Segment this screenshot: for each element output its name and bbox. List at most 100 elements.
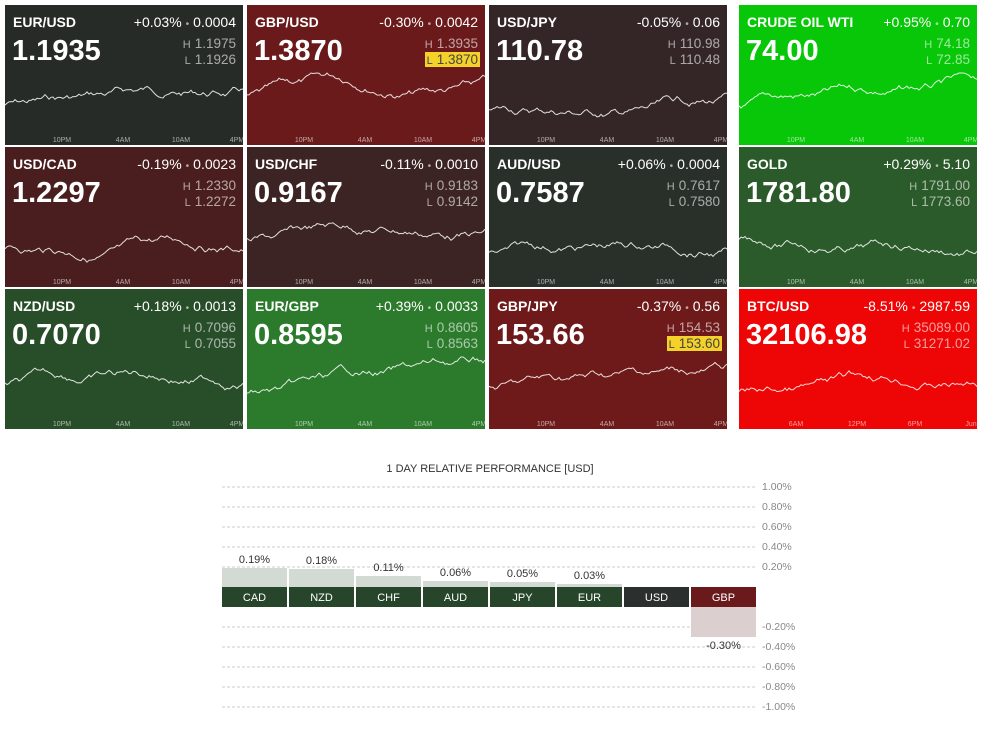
separator: •: [185, 161, 190, 172]
sparkline: [739, 235, 977, 257]
high: H 1.3935: [425, 36, 478, 51]
symbol: GBP/JPY: [497, 298, 558, 314]
change-percent: +0.06%: [617, 156, 666, 172]
change-value: 0.0010: [435, 156, 478, 172]
time-label: 4AM: [599, 279, 615, 286]
low: L 1.2272: [185, 194, 236, 209]
high-label: H: [909, 181, 918, 193]
y-tick-label: -0.60%: [762, 661, 795, 673]
high-label: H: [901, 323, 910, 335]
sparkline-area: [489, 361, 727, 390]
bar: [423, 581, 488, 587]
y-tick-label: -0.40%: [762, 641, 795, 653]
low: L 1.1926: [185, 52, 236, 67]
symbol: NZD/USD: [13, 298, 76, 314]
change-value: 0.0004: [677, 156, 720, 172]
change-value: 0.0004: [193, 14, 236, 30]
price: 0.9167: [254, 177, 343, 209]
symbol: GOLD: [747, 156, 788, 172]
low-label: L: [426, 339, 433, 351]
high-label: H: [924, 39, 933, 51]
sparkline: [247, 222, 485, 242]
separator: •: [685, 19, 689, 30]
high-value: 1.1975: [194, 36, 236, 51]
separator: •: [185, 303, 190, 314]
time-label: 12PM: [847, 421, 867, 428]
change-percent: +0.03%: [133, 14, 182, 30]
change: +0.18% • 0.0013: [134, 298, 236, 314]
price: 1.2297: [12, 177, 101, 209]
x-tick-label: JPY: [512, 592, 533, 604]
category-box: [289, 587, 354, 607]
category-box: [222, 587, 287, 607]
time-label: 10AM: [171, 137, 191, 144]
change: -0.30% • 0.0042: [379, 14, 478, 30]
price: 0.7587: [496, 177, 585, 209]
quote-tile: GBP/JPY -0.37% • 0.56 153.66 H 154.53 L 153.60 10…: [489, 289, 727, 429]
y-tick-label: 0.40%: [762, 541, 792, 553]
high-value: 0.7096: [194, 320, 236, 335]
low-value: 1773.60: [921, 194, 970, 209]
price: 0.8595: [254, 319, 343, 351]
time-label: 10AM: [413, 421, 433, 428]
low: L 72.85: [926, 52, 970, 67]
high-label: H: [666, 323, 675, 335]
bar: [222, 568, 287, 587]
separator: •: [685, 303, 689, 314]
time-label: 4PM: [471, 279, 485, 286]
low: L 110.48: [670, 52, 720, 67]
low: L 0.7580: [669, 194, 720, 209]
low-label: L: [669, 55, 676, 67]
low-value: 1.1926: [194, 52, 236, 67]
time-label: 4AM: [849, 137, 865, 144]
separator: •: [911, 303, 916, 314]
sparkline-area: [247, 222, 485, 242]
quote-tile: USD/JPY -0.05% • 0.06 110.78 H 110.98 L 110.48 10…: [489, 5, 727, 145]
high-value: 35089.00: [913, 320, 970, 335]
quote-tile: EUR/USD +0.03% • 0.0004 1.1935 H 1.1975 L 1.1926…: [5, 5, 243, 145]
low: L 153.60: [666, 336, 722, 351]
price: 1.3870: [254, 35, 343, 67]
quote-tile: USD/CHF -0.11% • 0.0010 0.9167 H 0.9183 L 0.9142…: [247, 147, 485, 287]
quote-tile: CRUDE OIL WTI +0.95% • 0.70 74.00 H 74.18 L 72.8…: [739, 5, 977, 145]
quote-tile: AUD/USD +0.06% • 0.0004 0.7587 H 0.7617 L 0.7580…: [489, 147, 727, 287]
price: 74.00: [746, 35, 819, 67]
high: H 0.7096: [183, 320, 236, 335]
symbol: AUD/USD: [497, 156, 561, 172]
time-label: 4AM: [357, 279, 373, 286]
sparkline: [247, 72, 485, 99]
change: -8.51% • 2987.59: [864, 298, 970, 314]
high-label: H: [182, 39, 191, 51]
low: L 31271.02: [904, 336, 970, 351]
low-label: L: [926, 55, 933, 67]
chart-title: 1 DAY RELATIVE PERFORMANCE [USD]: [386, 463, 593, 475]
change-percent: -0.11%: [380, 156, 424, 172]
time-label: 10PM: [294, 421, 314, 428]
x-tick-label: GBP: [712, 592, 735, 604]
high-value: 110.98: [679, 36, 720, 51]
quote-tile: BTC/USD -8.51% • 2987.59 32106.98 H 35089.00 L 3…: [739, 289, 977, 429]
quote-tile: GBP/USD -0.30% • 0.0042 1.3870 H 1.3935 L 1.3870…: [247, 5, 485, 145]
time-label: 10PM: [294, 137, 314, 144]
time-label: 10PM: [536, 137, 556, 144]
time-label: 4PM: [471, 137, 485, 144]
low-value: 1.3870: [436, 52, 478, 67]
high: H 1.1975: [183, 36, 236, 51]
x-tick-label: CHF: [377, 592, 400, 604]
separator: •: [185, 19, 190, 30]
time-label: 4AM: [357, 421, 373, 428]
low-label: L: [184, 55, 191, 67]
sparkline-area: [247, 72, 485, 99]
change-value: 0.0033: [435, 298, 478, 314]
time-label: 4AM: [599, 137, 615, 144]
sparkline: [5, 235, 243, 263]
high: H 1791.00: [909, 178, 970, 193]
time-label: 10AM: [905, 279, 925, 286]
sparkline: [489, 92, 727, 118]
high-value: 0.9183: [436, 178, 478, 193]
time-label: 4AM: [115, 137, 131, 144]
time-label: 10PM: [536, 421, 556, 428]
category-box: [557, 587, 622, 607]
price: 110.78: [496, 35, 584, 67]
change-percent: +0.95%: [883, 14, 932, 30]
